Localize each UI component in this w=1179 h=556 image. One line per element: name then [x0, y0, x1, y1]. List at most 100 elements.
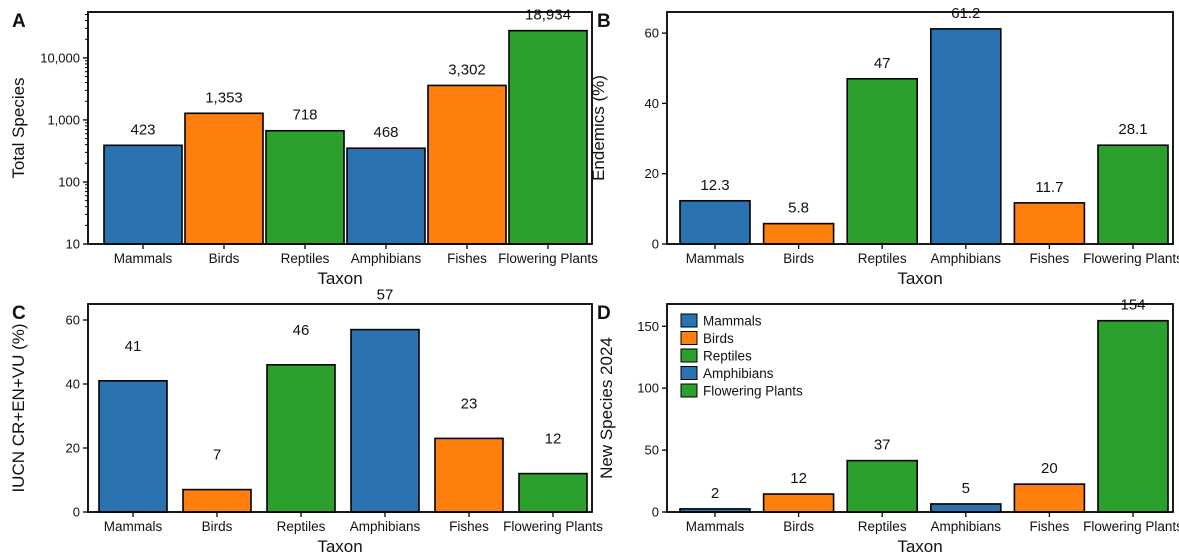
legend-swatch	[680, 383, 698, 398]
y-tick-label: 0	[73, 505, 80, 520]
data-label: 423	[130, 121, 155, 138]
bar-mammals	[98, 379, 168, 513]
legend-label: Birds	[703, 331, 734, 346]
bar-birds	[762, 493, 835, 513]
x-axis-label: Taxon	[897, 537, 942, 556]
y-tick-label: 10,000	[40, 50, 80, 65]
plot-frame	[666, 303, 1174, 513]
data-label: 46	[293, 322, 310, 339]
x-tick-label: Mammals	[114, 251, 173, 266]
bar-reptiles	[846, 77, 919, 245]
bar-fishes	[1013, 202, 1086, 245]
data-label: 7	[213, 447, 221, 464]
bar-flowering-plants	[1097, 319, 1169, 513]
x-tick-label: Fishes	[449, 519, 489, 534]
legend-label: Flowering Plants	[703, 384, 803, 399]
bar-amphibians	[929, 28, 1002, 245]
bar-mammals	[679, 199, 751, 245]
bar-birds	[182, 488, 252, 513]
x-tick-label: Flowering Plants	[1083, 519, 1179, 534]
bar-mammals	[103, 144, 183, 245]
x-axis-label: Taxon	[317, 269, 362, 288]
data-label: 12	[790, 470, 807, 487]
panel-letter: B	[597, 11, 611, 32]
data-label: 20	[1041, 460, 1058, 477]
data-label: 2	[711, 485, 719, 502]
y-tick-label: 60	[66, 313, 80, 328]
chart-panel-d: D 2 Mammals 12 Birds 37 Reptiles 5 Amphibians 20 F…	[597, 297, 1179, 556]
bar-amphibians	[929, 503, 1002, 513]
x-tick-label: Amphibians	[931, 519, 1002, 534]
y-tick-label: 60	[645, 26, 659, 41]
y-tick-label: 150	[637, 319, 659, 334]
data-label: 11.7	[1035, 179, 1063, 196]
bar-birds	[184, 112, 264, 245]
y-tick-label: 1,000	[47, 112, 80, 127]
y-tick-label: 0	[652, 505, 659, 520]
panel-letter: A	[12, 11, 26, 32]
data-label: 718	[292, 107, 317, 124]
x-tick-label: Reptiles	[277, 519, 326, 534]
y-tick-label: 20	[66, 441, 80, 456]
panel-letter: C	[12, 303, 26, 324]
chart-panel-a: A 423 Mammals 1,353 Birds 718 Reptiles 468 Amphi…	[9, 7, 598, 288]
x-tick-label: Birds	[202, 519, 233, 534]
y-tick-label: 50	[645, 443, 659, 458]
x-tick-label: Mammals	[686, 251, 745, 266]
data-label: 57	[377, 287, 394, 304]
data-label: 154	[1120, 297, 1145, 314]
y-axis-label: Endemics (%)	[589, 75, 608, 181]
bar-reptiles	[265, 129, 345, 245]
x-tick-label: Birds	[783, 519, 814, 534]
x-tick-label: Fishes	[1030, 251, 1070, 266]
panel-letter: D	[597, 303, 611, 324]
data-label: 18,934	[525, 7, 571, 24]
data-label: 47	[874, 55, 891, 72]
bar-birds	[762, 222, 835, 245]
legend-swatch	[680, 366, 698, 380]
plot-frame	[666, 11, 1174, 245]
bar-flowering-plants	[508, 29, 588, 245]
y-tick-label: 20	[645, 166, 659, 181]
bar-reptiles	[266, 363, 336, 513]
legend-label: Reptiles	[703, 349, 752, 364]
plot-frame	[87, 11, 593, 245]
data-label: 468	[373, 124, 398, 141]
x-tick-label: Flowering Plants	[498, 251, 598, 266]
y-tick-label: 100	[637, 381, 659, 396]
data-label: 37	[874, 437, 891, 454]
x-tick-label: Birds	[783, 251, 814, 266]
x-tick-label: Reptiles	[858, 251, 907, 266]
chart-panel-b: B 12.3 Mammals 5.8 Birds 47 Reptiles 61.2 Amphib…	[589, 5, 1179, 288]
data-label: 12	[545, 431, 562, 448]
y-axis-label: New Species 2024	[597, 337, 616, 479]
x-tick-label: Flowering Plants	[1083, 251, 1179, 266]
x-tick-label: Amphibians	[351, 251, 422, 266]
chart-panel-c: C 41 Mammals 7 Birds 46 Reptiles 57 Amphibians 23…	[9, 287, 603, 556]
x-tick-label: Fishes	[1030, 519, 1070, 534]
data-label: 1,353	[205, 89, 243, 106]
bar-amphibians	[346, 147, 426, 245]
x-axis-label: Taxon	[897, 269, 942, 288]
x-tick-label: Flowering Plants	[503, 519, 603, 534]
data-label: 23	[461, 395, 478, 412]
legend: Mammals Birds Reptiles Amphibians Flowering …	[680, 313, 803, 399]
bar-fishes	[427, 84, 507, 245]
x-tick-label: Birds	[209, 251, 240, 266]
bar-flowering-plants	[518, 472, 588, 513]
x-axis-label: Taxon	[317, 537, 362, 556]
bar-amphibians	[350, 328, 420, 513]
y-tick-label: 100	[58, 174, 80, 189]
bar-fishes	[1013, 483, 1086, 513]
legend-label: Mammals	[703, 314, 762, 329]
data-label: 3,302	[448, 61, 486, 78]
data-label: 5.8	[788, 200, 809, 217]
y-tick-label: 40	[66, 377, 80, 392]
x-tick-label: Amphibians	[931, 251, 1002, 266]
bar-fishes	[434, 437, 504, 513]
x-tick-label: Reptiles	[281, 251, 330, 266]
plot-frame	[87, 303, 593, 513]
data-label: 61.2	[951, 5, 980, 22]
data-label: 12.3	[700, 177, 729, 194]
